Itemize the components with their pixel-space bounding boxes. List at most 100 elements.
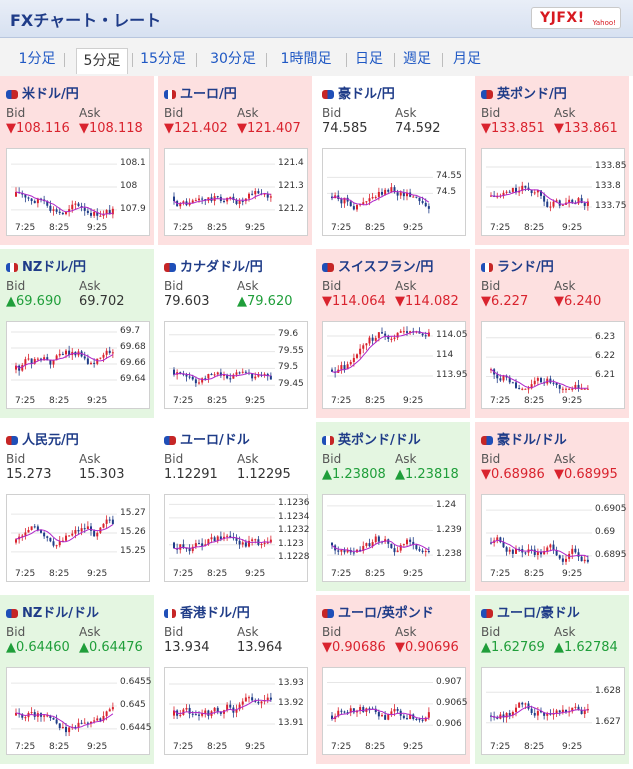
mini-candlestick-chart[interactable]: 0.907 0.9065 0.906 7:25 8:25 9:25 [322, 667, 468, 755]
rate-panel[interactable]: 豪ドル/ドル Bid Ask ▼0.68986 ▼0.68995 0.6905 0.69 0.… [475, 422, 631, 593]
y-tick-label: 133.8 [595, 181, 621, 191]
bid-ask-labels: Bid Ask [164, 625, 304, 639]
candle-body [549, 206, 552, 208]
candle-body [241, 371, 244, 373]
candle-body [496, 537, 499, 541]
mini-candlestick-chart[interactable]: 6.23 6.22 6.21 7:25 8:25 9:25 [481, 321, 625, 409]
rate-panel[interactable]: カナダドル/円 Bid Ask 79.603 ▲79.620 79.6 79.55 79.5 7… [158, 249, 314, 420]
rate-panel[interactable]: 米ドル/円 Bid Ask ▼108.116 ▼108.118 108.1 108 107.9… [0, 76, 156, 247]
bid-label: Bid [164, 279, 184, 293]
tab-4[interactable]: 1時間足 [280, 51, 332, 67]
moving-average-line [173, 192, 271, 205]
pair-title[interactable]: NZドル/ドル [6, 602, 99, 621]
rate-panel[interactable]: ランド/円 Bid Ask ▼6.227 ▼6.240 6.23 6.22 6.21 7:25 8… [475, 249, 631, 420]
rate-panel[interactable]: 豪ドル/円 Bid Ask 74.585 74.592 74.55 74.5 7:25 8:25… [316, 76, 472, 247]
candle-body [266, 373, 269, 376]
mini-candlestick-chart[interactable]: 15.27 15.26 15.25 7:25 8:25 9:25 [6, 494, 150, 582]
pair-title[interactable]: カナダドル/円 [164, 256, 263, 275]
mini-candlestick-chart[interactable]: 74.55 74.5 7:25 8:25 9:25 [322, 148, 466, 236]
candle-body [257, 374, 260, 377]
ask-value: ▼6.240 [554, 294, 602, 309]
tab-1[interactable]: 5分足 [76, 48, 128, 74]
candle-body [204, 378, 207, 380]
candle-body [384, 539, 387, 542]
mini-candlestick-chart[interactable]: 13.93 13.92 13.91 7:25 8:25 9:25 [164, 667, 308, 755]
candle-body [46, 536, 49, 538]
candle-body [254, 700, 257, 702]
pair-title[interactable]: スイスフラン/円 [322, 256, 433, 275]
pair-title[interactable]: ユーロ/豪ドル [481, 602, 580, 621]
yjfx-logo[interactable]: YJFX! Yahoo! [531, 7, 621, 29]
candle-body [173, 196, 175, 202]
x-tick-label: 9:25 [245, 742, 266, 752]
tab-6[interactable]: 週足 [403, 51, 431, 67]
mini-candlestick-chart[interactable]: 0.6455 0.645 0.6445 7:25 8:25 9:25 [6, 667, 152, 755]
candle-body [238, 372, 241, 374]
bid-value: ▼133.851 [481, 121, 545, 136]
pair-title[interactable]: ユーロ/英ポンド [322, 602, 434, 621]
bid-label: Bid [6, 452, 26, 466]
candle-body [387, 189, 390, 192]
y-tick-label: 79.5 [278, 362, 299, 373]
candle-body [352, 357, 355, 362]
candle-body [521, 185, 524, 191]
moving-average-line [173, 699, 271, 715]
mini-candlestick-chart[interactable]: 1.628 1.627 7:25 8:25 9:25 [481, 667, 625, 755]
bid-ask-labels: Bid Ask [322, 452, 462, 466]
candle-body [402, 544, 405, 546]
audusd-flag-icon [481, 436, 493, 445]
mini-candlestick-chart[interactable]: 1.1236 1.1234 1.1232 1.123 1.1228 7:25 8:25 9:2… [164, 494, 310, 582]
tab-5[interactable]: 日足 [355, 51, 383, 67]
y-tick-label: 13.93 [278, 678, 304, 688]
moving-average-line [173, 372, 271, 381]
pair-title[interactable]: 英ポンド/円 [481, 83, 567, 102]
mini-candlestick-chart[interactable]: 0.6905 0.69 0.6895 7:25 8:25 9:25 [481, 494, 627, 582]
mini-candlestick-chart[interactable]: 114.05 114 113.95 7:25 8:25 9:25 [322, 321, 468, 409]
tab-7[interactable]: 月足 [453, 51, 481, 67]
moving-average-line [490, 705, 588, 719]
mini-candlestick-chart[interactable]: 69.7 69.68 69.66 69.64 7:25 8:25 9:25 [6, 321, 150, 409]
pair-title[interactable]: ランド/円 [481, 256, 554, 275]
rate-panel[interactable]: 人民元/円 Bid Ask 15.273 15.303 15.27 15.26 15.25 7:… [0, 422, 156, 593]
rate-panel[interactable]: ユーロ/豪ドル Bid Ask ▲1.62769 ▲1.62784 1.628 1.627 7… [475, 595, 631, 766]
rate-panel[interactable]: 英ポンド/ドル Bid Ask ▲1.23808 ▲1.23818 1.24 1.239 1.… [316, 422, 472, 593]
ask-value: ▼0.68995 [554, 467, 618, 482]
bid-ask-labels: Bid Ask [6, 106, 146, 120]
pair-title[interactable]: 豪ドル/ドル [481, 429, 567, 448]
mini-candlestick-chart[interactable]: 1.24 1.239 1.238 7:25 8:25 9:25 [322, 494, 466, 582]
pair-title[interactable]: NZドル/円 [6, 256, 86, 275]
pair-title[interactable]: 英ポンド/ドル [322, 429, 421, 448]
rate-panel[interactable]: ユーロ/英ポンド Bid Ask ▼0.90686 ▼0.90696 0.907 0.906… [316, 595, 472, 766]
x-tick-label: 7:25 [173, 742, 194, 752]
rate-panel[interactable]: ユーロ/円 Bid Ask ▼121.402 ▼121.407 121.4 121.3 121… [158, 76, 314, 247]
tab-2[interactable]: 15分足 [140, 51, 186, 67]
candle-body [390, 187, 393, 192]
candle-body [406, 192, 408, 197]
rate-panel[interactable]: NZドル/円 Bid Ask ▲69.690 69.702 69.7 69.68 69.66 6… [0, 249, 156, 420]
bid-label: Bid [164, 452, 184, 466]
tab-3[interactable]: 30分足 [210, 51, 256, 67]
rate-panel[interactable]: 英ポンド/円 Bid Ask ▼133.851 ▼133.861 133.85 133.8 1… [475, 76, 631, 247]
rate-panel[interactable]: スイスフラン/円 Bid Ask ▼114.064 ▼114.082 114.05 114 1… [316, 249, 472, 420]
candle-body [198, 543, 200, 545]
pair-title[interactable]: 米ドル/円 [6, 83, 79, 102]
candle-body [55, 355, 58, 361]
rate-panel[interactable]: NZドル/ドル Bid Ask ▲0.64460 ▲0.64476 0.6455 0.645… [0, 595, 156, 766]
candle-body [229, 196, 232, 198]
mini-candlestick-chart[interactable]: 108.1 108 107.9 7:25 8:25 9:25 [6, 148, 150, 236]
candle-body [574, 384, 577, 389]
mini-candlestick-chart[interactable]: 133.85 133.8 133.75 7:25 8:25 9:25 [481, 148, 627, 236]
tab-0[interactable]: 1分足 [18, 51, 56, 67]
candle-body [421, 719, 424, 721]
pair-title[interactable]: 香港ドル/円 [164, 602, 250, 621]
candle-body [49, 360, 52, 365]
mini-candlestick-chart[interactable]: 79.6 79.55 79.5 79.45 7:25 8:25 9:25 [164, 321, 308, 409]
pair-title[interactable]: ユーロ/円 [164, 83, 237, 102]
rate-panel[interactable]: ユーロ/ドル Bid Ask 1.12291 1.12295 1.1236 1.1234 1.… [158, 422, 314, 593]
pair-title[interactable]: 豪ドル/円 [322, 83, 395, 102]
mini-candlestick-chart[interactable]: 121.4 121.3 121.2 7:25 8:25 9:25 [164, 148, 308, 236]
pair-title[interactable]: 人民元/円 [6, 429, 79, 448]
rate-panel[interactable]: 香港ドル/円 Bid Ask 13.934 13.964 13.93 13.92 13.91 7… [158, 595, 314, 766]
pair-title[interactable]: ユーロ/ドル [164, 429, 250, 448]
logo-text: YJFX! [540, 10, 585, 26]
